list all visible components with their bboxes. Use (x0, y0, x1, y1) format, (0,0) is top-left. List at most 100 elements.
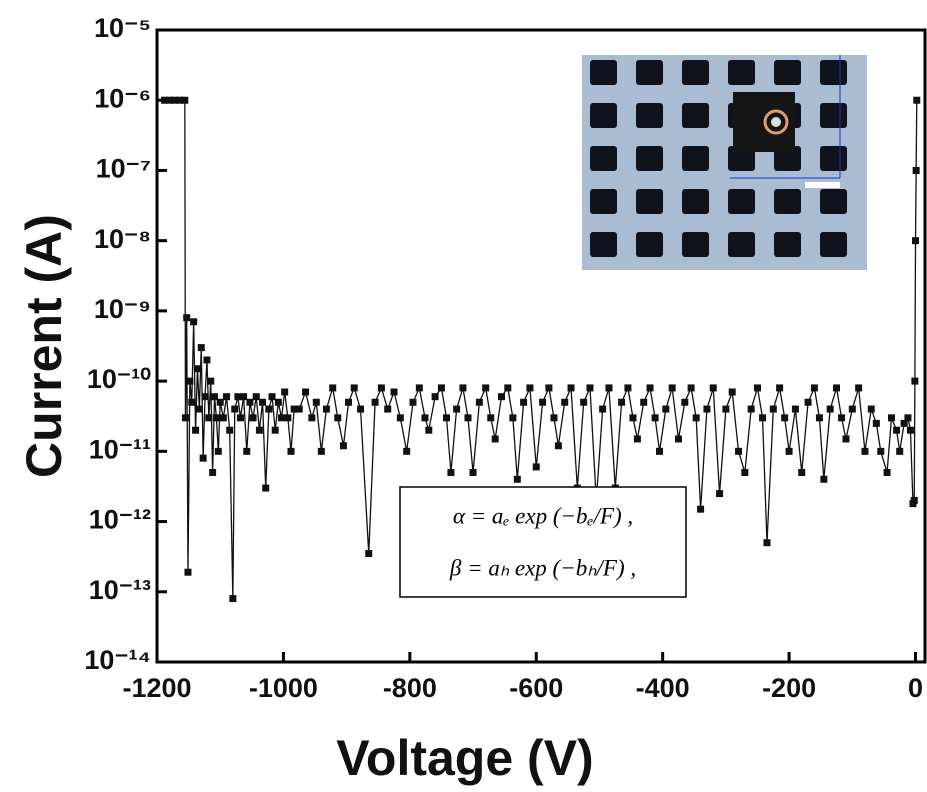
data-point (703, 405, 711, 413)
data-point (539, 398, 547, 406)
data-point (883, 468, 891, 476)
data-point (278, 414, 286, 422)
data-point (904, 414, 912, 422)
data-point (249, 414, 257, 422)
data-point (453, 405, 461, 413)
data-point (183, 314, 191, 322)
mesh-square (820, 103, 847, 128)
mesh-square (682, 103, 709, 128)
data-point (605, 384, 613, 392)
data-point (268, 393, 276, 401)
mesh-square (728, 232, 755, 257)
data-point (674, 435, 682, 443)
data-point (618, 398, 626, 406)
data-point (357, 405, 365, 413)
data-point (877, 447, 885, 455)
data-point (184, 568, 192, 576)
data-point (464, 414, 472, 422)
data-point (586, 384, 594, 392)
data-point (334, 414, 342, 422)
data-point (662, 405, 670, 413)
x-tick-label: 0 (908, 673, 923, 703)
x-tick-label: -1200 (122, 673, 191, 703)
data-point (509, 414, 517, 422)
data-point (815, 414, 823, 422)
data-point (384, 405, 392, 413)
data-point (231, 405, 239, 413)
data-point (190, 318, 198, 326)
mesh-square (682, 60, 709, 85)
data-point (197, 344, 205, 352)
y-tick-label: 10⁻¹⁴ (84, 645, 151, 675)
y-tick-label: 10⁻⁷ (96, 154, 151, 184)
data-point (910, 496, 918, 504)
data-point (640, 398, 648, 406)
data-point (265, 405, 273, 413)
data-point (188, 398, 196, 406)
data-point (240, 393, 248, 401)
data-point (561, 398, 569, 406)
y-tick-label: 10⁻¹⁰ (87, 364, 151, 394)
data-point (912, 166, 920, 174)
data-point (681, 398, 689, 406)
data-point (912, 237, 920, 245)
data-point (567, 384, 575, 392)
equation-box: α = aₑ exp (−bₑ/F) , β = aₕ exp (−bₕ/F) … (399, 486, 687, 598)
data-point (365, 550, 373, 558)
mesh-square (682, 146, 709, 171)
data-point (692, 414, 700, 422)
data-point (728, 388, 736, 396)
data-point (425, 426, 433, 434)
chip-ring (763, 109, 789, 135)
y-axis-title: Current (A) (16, 214, 72, 478)
data-point (906, 426, 914, 434)
data-point (781, 414, 789, 422)
data-point (633, 435, 641, 443)
data-point (207, 377, 215, 385)
data-point (716, 490, 724, 498)
x-axis-title: Voltage (V) (336, 730, 593, 786)
mesh-square (682, 189, 709, 214)
data-point (350, 384, 358, 392)
data-point (214, 447, 222, 455)
data-point (741, 468, 749, 476)
mesh-square (820, 189, 847, 214)
data-point (226, 426, 234, 434)
data-point (345, 398, 353, 406)
data-point (697, 505, 705, 513)
data-point (255, 426, 263, 434)
data-point (195, 405, 203, 413)
mesh-square (636, 146, 663, 171)
data-point (820, 475, 828, 483)
data-point (651, 414, 659, 422)
data-point (322, 405, 330, 413)
mesh-square (590, 232, 617, 257)
data-point (861, 447, 869, 455)
data-point (176, 96, 184, 104)
data-point (396, 414, 404, 422)
data-point (687, 384, 695, 392)
data-point (271, 426, 279, 434)
mesh-square (682, 232, 709, 257)
mesh-square (636, 60, 663, 85)
mesh-square (590, 189, 617, 214)
data-point (219, 414, 227, 422)
data-point (580, 398, 588, 406)
data-point (838, 414, 846, 422)
x-tick-label: -600 (509, 673, 563, 703)
data-point (629, 414, 637, 422)
mesh-square (636, 232, 663, 257)
mesh-square (590, 60, 617, 85)
data-point (371, 398, 379, 406)
plot-frame (155, 28, 927, 664)
mesh-square (820, 146, 847, 171)
x-tick-label: -200 (762, 673, 816, 703)
data-point (550, 414, 558, 422)
data-point (223, 393, 231, 401)
data-point (842, 435, 850, 443)
data-point (833, 384, 841, 392)
x-tick-label: -800 (383, 673, 437, 703)
data-point (867, 405, 875, 413)
data-point (205, 414, 213, 422)
data-point (554, 442, 562, 450)
